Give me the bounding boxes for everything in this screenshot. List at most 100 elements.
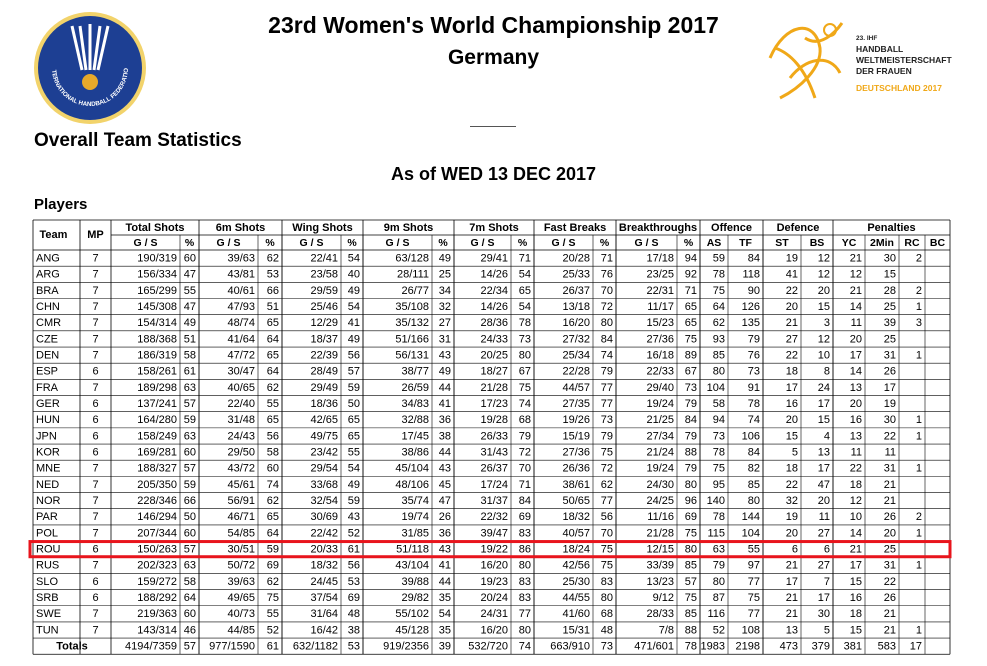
cell: 47/72 [227,350,255,362]
cell: 45 [439,479,451,491]
cell: 65 [519,285,531,297]
group-header: 7m Shots [469,222,519,234]
totals-cell: 583 [878,641,896,653]
cell: 15/31 [562,624,590,636]
cell: 7 [92,495,98,507]
cell: 104 [707,382,725,394]
logo-ball [823,23,837,37]
cell: 82 [748,463,760,475]
cell: 12 [818,252,830,264]
cell: 43 [348,511,360,523]
cell: 43 [439,544,451,556]
cell: 16/20 [480,560,508,572]
cell: 19/22 [480,544,508,556]
cell: 51/118 [396,544,429,556]
cell: 15 [818,414,830,426]
cell: 11/17 [647,301,674,313]
cell: 75 [601,447,613,459]
cell: 75 [601,560,613,572]
cell: 42/56 [562,560,590,572]
cell: 12 [818,333,830,345]
cell: 6 [824,544,830,556]
cell: 92 [685,269,697,281]
cell: 26/37 [480,463,508,475]
cell: 88 [685,624,697,636]
cell: 96 [685,495,697,507]
cell: 12 [850,269,862,281]
cell: 6 [92,576,98,588]
cell: 1 [916,430,922,442]
team-cell: GER [36,398,60,410]
cell: 7/8 [659,624,674,636]
column-header: 2Min [870,237,894,249]
cell: 34/83 [401,398,429,410]
cell: 19/24 [646,398,674,410]
cell: 58 [713,398,725,410]
cell: 13/23 [646,576,674,588]
cell: 156/334 [137,269,177,281]
cell: 54 [519,301,531,313]
cell: 74 [748,414,760,426]
cell: 52 [713,624,725,636]
cell: 115 [707,527,725,539]
team-cell: JPN [36,430,57,442]
cell: 71 [601,252,613,264]
cell: 11 [885,447,896,459]
cell: 65 [267,317,279,329]
cell: 70 [601,527,613,539]
cell: 57 [184,544,196,556]
cell: 44/85 [227,624,255,636]
cell: 51 [184,333,196,345]
cell: 24/31 [480,608,508,620]
cell: 108 [742,624,760,636]
team-cell: FRA [36,382,59,394]
cell: 7 [92,560,98,572]
cell: 43/104 [395,560,429,572]
cell: 83 [519,576,531,588]
group-header: Fast Breaks [544,222,606,234]
cell: 22/34 [480,285,508,297]
cell: 49 [439,366,451,378]
cell: 3 [916,317,922,329]
cell: 80 [748,495,760,507]
team-cell: ANG [36,252,60,264]
cell: 37/54 [310,592,338,604]
column-header: G / S [471,237,495,249]
column-header: ST [775,237,789,249]
cell: 22/40 [227,398,255,410]
cell: 38/77 [401,366,429,378]
cell: 146/294 [137,511,177,523]
cell: 95 [713,479,725,491]
cell: 17 [818,463,830,475]
cell: 19/24 [646,463,674,475]
cell: 41 [439,560,451,572]
cell: 30/69 [310,511,338,523]
cell: 49 [439,252,451,264]
totals-cell: 663/910 [550,641,590,653]
cell: 60 [267,463,279,475]
cell: 73 [601,414,613,426]
cell: 38 [348,624,360,636]
totals-cell: 381 [844,641,862,653]
cell: 43/72 [227,463,255,475]
cell: 68 [519,414,531,426]
cell: 24 [818,382,830,394]
cell: 19/28 [480,414,508,426]
team-cell: POL [36,527,58,539]
cell: 50 [184,511,196,523]
cell: 68 [601,608,613,620]
totals-cell: 61 [267,641,279,653]
cell: 19 [786,511,798,523]
cell: 28/33 [646,608,674,620]
cell: 75 [685,592,697,604]
logo-line: 23. IHF [856,35,877,42]
column-header: G / S [386,237,410,249]
cell: 14 [850,527,862,539]
cell: 58 [184,350,196,362]
cell: 17 [786,576,798,588]
cell: 21/28 [480,382,508,394]
totals-cell: 78 [685,641,697,653]
cell: 65 [348,430,360,442]
cell: 80 [713,366,725,378]
cell: 44/57 [562,382,590,394]
